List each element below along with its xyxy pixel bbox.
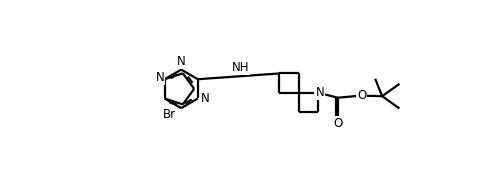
Text: N: N <box>316 86 324 99</box>
Text: O: O <box>333 117 342 130</box>
Text: N: N <box>156 71 164 84</box>
Text: NH: NH <box>232 61 250 74</box>
Text: O: O <box>357 89 366 102</box>
Text: N: N <box>201 92 210 105</box>
Text: Br: Br <box>163 108 176 121</box>
Text: N: N <box>177 55 186 68</box>
